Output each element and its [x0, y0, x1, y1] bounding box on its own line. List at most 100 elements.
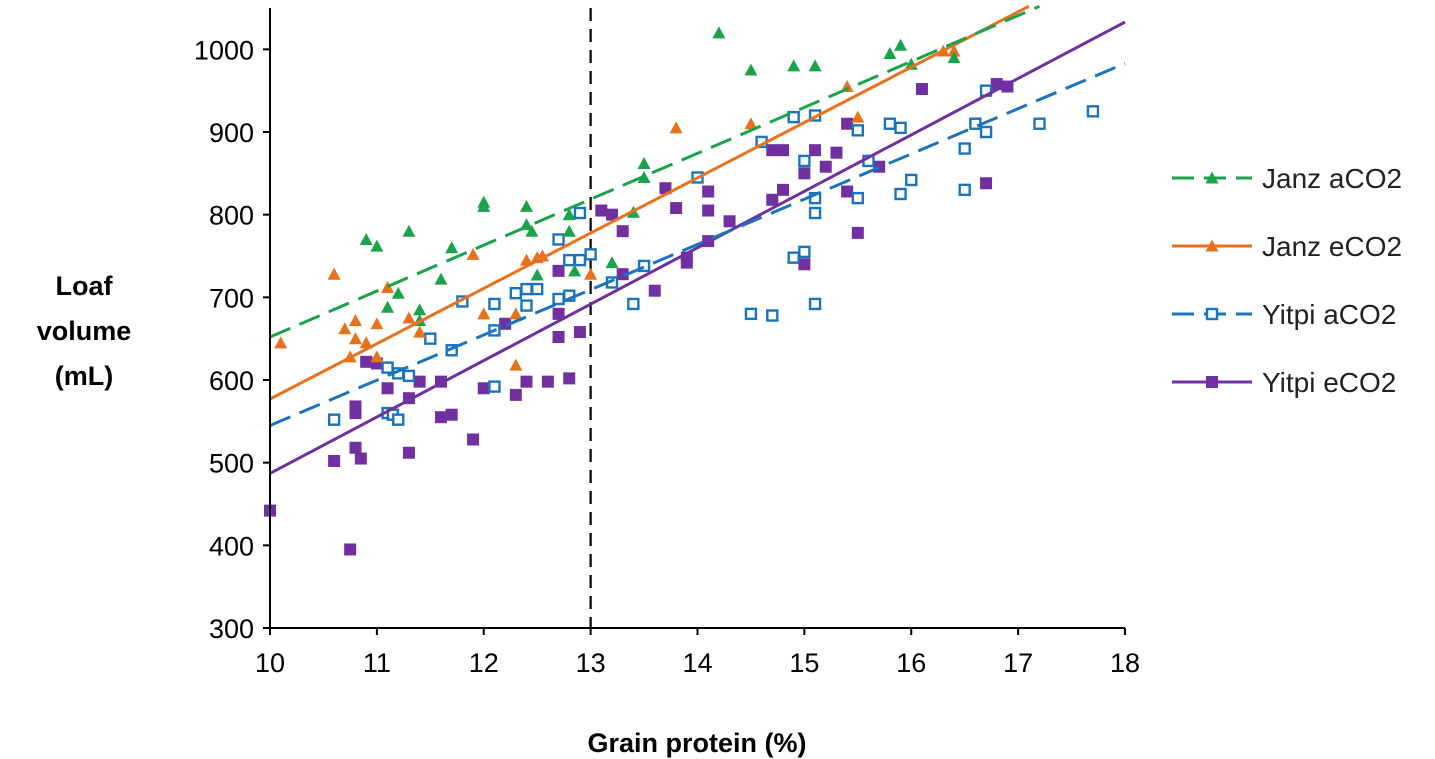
data-point — [402, 369, 416, 383]
data-point — [349, 407, 362, 420]
trend-line-series-3 — [269, 62, 1126, 427]
data-point — [360, 355, 373, 368]
data-point — [381, 300, 395, 313]
data-point — [573, 253, 587, 267]
legend-marker — [1206, 376, 1218, 388]
data-point — [568, 264, 582, 277]
legend-marker — [1205, 239, 1219, 252]
x-tick-label: 18 — [1110, 648, 1140, 678]
y-tick-label: 400 — [209, 531, 254, 561]
data-point — [552, 233, 565, 246]
data-point — [851, 226, 864, 239]
data-point — [562, 224, 576, 237]
data-point — [958, 142, 971, 155]
data-point — [766, 309, 779, 322]
data-point — [392, 413, 405, 426]
data-marks — [264, 4, 1126, 628]
data-point — [499, 317, 512, 330]
data-point — [381, 382, 394, 395]
data-point — [637, 170, 651, 183]
data-point — [520, 253, 533, 266]
data-point — [851, 124, 865, 137]
data-point — [905, 173, 918, 187]
data-point — [520, 199, 533, 212]
data-point — [798, 154, 811, 168]
y-axis-title-line1: Loaf — [56, 271, 114, 301]
legend-item: Janz eCO2 — [1172, 231, 1402, 262]
data-point — [381, 361, 394, 374]
y-tick-label: 600 — [209, 366, 254, 396]
data-point — [573, 206, 587, 220]
data-point — [841, 185, 854, 198]
data-point — [841, 117, 854, 130]
data-point — [883, 46, 897, 59]
legend-label: Janz aCO2 — [1262, 163, 1402, 194]
data-point — [1033, 117, 1046, 130]
data-point — [435, 411, 447, 424]
data-point — [947, 51, 961, 64]
data-point — [798, 258, 811, 271]
data-point — [552, 331, 565, 344]
data-point — [605, 256, 619, 269]
data-point — [520, 299, 533, 312]
legend-item: Yitpi eCO2 — [1172, 367, 1396, 398]
data-point — [520, 282, 533, 296]
data-point — [606, 208, 618, 221]
data-point — [413, 325, 427, 338]
data-point — [413, 375, 426, 388]
series-3-points — [327, 84, 1100, 426]
data-point — [669, 121, 683, 134]
data-point — [851, 191, 865, 205]
y-axis-title-line3: (mL) — [55, 361, 113, 391]
data-point — [525, 224, 539, 237]
legend-item: Yitpi aCO2 — [1172, 299, 1396, 330]
data-point — [670, 202, 683, 215]
data-point — [808, 59, 822, 72]
x-tick-label: 12 — [469, 648, 499, 678]
data-point — [573, 326, 586, 339]
data-point — [552, 307, 565, 320]
data-point — [830, 146, 843, 159]
data-point — [712, 26, 726, 39]
data-point — [766, 193, 779, 206]
legend-label: Janz eCO2 — [1262, 231, 1402, 262]
data-point — [530, 282, 544, 296]
data-point — [509, 307, 523, 320]
data-point — [477, 307, 491, 320]
x-tick-label: 13 — [576, 648, 606, 678]
series-1-points — [359, 26, 961, 327]
trend-line-series-2 — [269, 5, 1030, 401]
data-point — [274, 336, 288, 349]
series-4-points — [264, 78, 1014, 556]
data-point — [787, 251, 800, 264]
data-point — [327, 413, 341, 426]
data-point — [584, 267, 598, 280]
trend-line-series-4 — [269, 20, 1126, 475]
data-point — [894, 187, 907, 201]
data-point — [413, 303, 427, 316]
x-tick-label: 17 — [1003, 648, 1033, 678]
legend-marker — [1205, 307, 1219, 321]
data-point — [488, 380, 501, 393]
data-point — [744, 63, 758, 76]
data-point — [327, 267, 341, 280]
data-point — [766, 144, 779, 157]
data-point — [541, 375, 554, 388]
legend-marker — [1205, 171, 1219, 184]
data-point — [819, 160, 832, 173]
data-point — [530, 268, 544, 281]
data-point — [349, 441, 362, 454]
data-point — [883, 117, 897, 130]
axis-ticks: 10 11 12 13 14 15 16 17 18 300 400 500 600 700 800 900 1… — [194, 35, 1140, 678]
series-2-points — [274, 44, 961, 371]
y-tick-label: 700 — [209, 283, 254, 313]
data-point — [787, 110, 800, 124]
data-point — [467, 433, 480, 446]
data-point — [809, 144, 822, 157]
data-point — [391, 286, 405, 299]
x-tick-label: 15 — [789, 648, 819, 678]
data-point — [595, 204, 608, 217]
data-point — [723, 215, 736, 228]
legend-label: Yitpi eCO2 — [1262, 367, 1396, 398]
